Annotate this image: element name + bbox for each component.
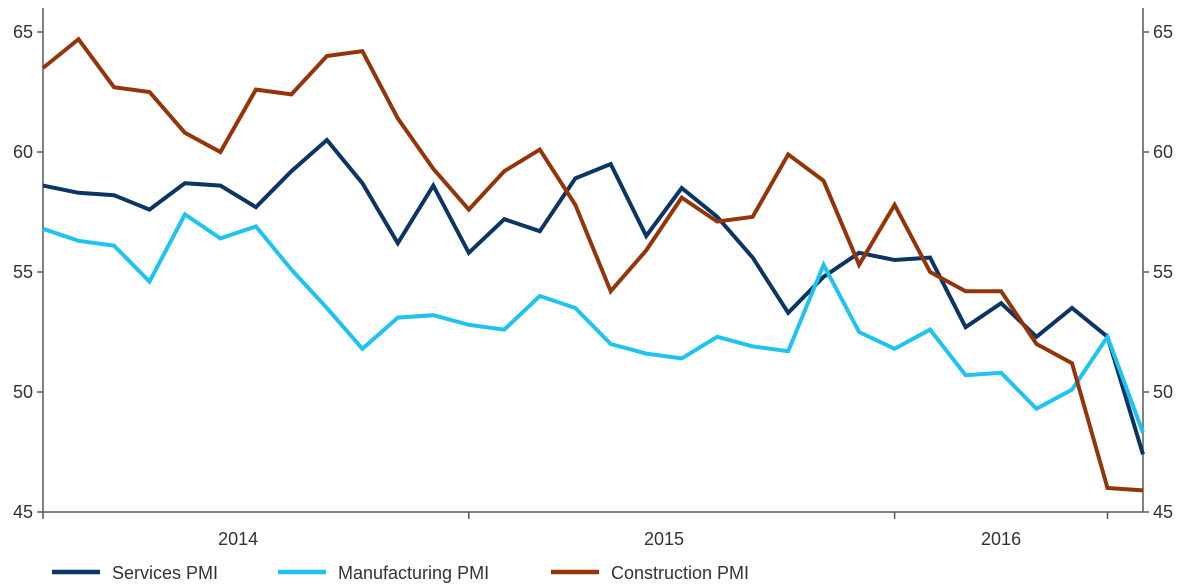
- series-line-construction-pmi: [41, 36, 1144, 493]
- y-tick-label-left: 60: [13, 142, 33, 162]
- y-tick-label-right: 55: [1153, 262, 1173, 282]
- y-tick-label-right: 65: [1153, 22, 1173, 42]
- x-tick-label: 2016: [981, 529, 1021, 549]
- y-tick-label-left: 65: [13, 22, 33, 42]
- y-tick-label-right: 45: [1153, 502, 1173, 522]
- y-tick-label-right: 60: [1153, 142, 1173, 162]
- y-tick-label-left: 50: [13, 382, 33, 402]
- y-tick-label-left: 55: [13, 262, 33, 282]
- legend-label-services-pmi: Services PMI: [112, 563, 218, 583]
- series-line-manufacturing-pmi: [42, 211, 1145, 434]
- series-line-services-pmi: [42, 137, 1145, 455]
- x-tick-label: 2015: [644, 529, 684, 549]
- legend-label-construction-pmi: Construction PMI: [611, 563, 749, 583]
- y-tick-label-right: 50: [1153, 382, 1173, 402]
- y-tick-label-left: 45: [13, 502, 33, 522]
- x-tick-label: 2014: [218, 529, 258, 549]
- legend-label-manufacturing-pmi: Manufacturing PMI: [338, 563, 489, 583]
